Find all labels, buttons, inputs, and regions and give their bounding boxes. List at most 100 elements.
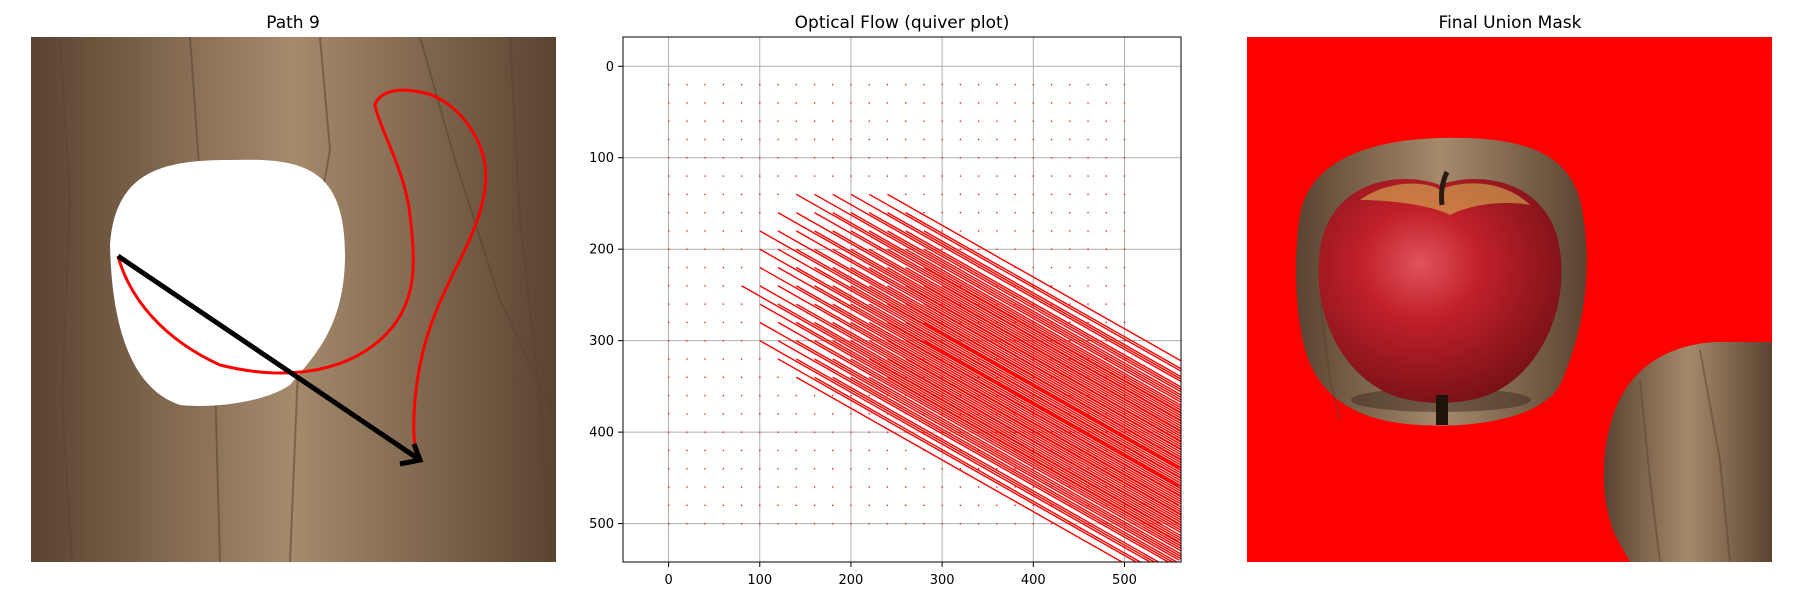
flow-arrow-zero <box>996 522 998 525</box>
flow-arrow-zero <box>1105 449 1107 452</box>
flow-arrow-zero <box>1123 102 1126 104</box>
flow-arrow-zero <box>923 486 925 488</box>
flow-arrow <box>814 285 1181 495</box>
panel-title-path: Path 9 <box>266 13 320 33</box>
flow-arrow <box>814 358 1175 562</box>
flow-arrow-zero <box>1014 358 1016 360</box>
flow-arrow-zero <box>886 102 889 104</box>
flow-arrow-zero <box>868 486 870 488</box>
flow-arrow-zero <box>923 376 925 378</box>
flow-arrow-zero <box>1014 175 1016 177</box>
flow-arrow-zero <box>1014 120 1016 122</box>
flow-arrow <box>832 340 1181 539</box>
flow-arrow-zero <box>923 212 925 214</box>
flow-arrow-zero <box>941 413 943 415</box>
flow-arrow-zero <box>759 358 761 360</box>
flow-arrow-zero <box>1069 431 1071 433</box>
flow-arrow-zero <box>704 248 706 250</box>
flow-arrow <box>905 321 1181 480</box>
flow-arrow-zero <box>905 376 907 378</box>
flow-arrow-zero <box>704 431 706 433</box>
flow-arrow <box>923 285 1181 433</box>
flow-arrow-zero <box>722 413 724 415</box>
flow-arrow-zero <box>1069 376 1071 378</box>
flow-arrow-zero <box>704 303 706 305</box>
flow-arrow-zero <box>1087 102 1089 104</box>
flow-arrow-zero <box>941 212 943 214</box>
y-tick-label: 300 <box>589 334 614 349</box>
plot-frame <box>622 36 1182 563</box>
flow-arrow-zero <box>1105 193 1107 196</box>
flow-arrow-zero <box>977 193 980 196</box>
flow-arrow-zero <box>959 212 962 214</box>
x-tick-label: 500 <box>1112 573 1137 588</box>
flow-arrow-zero <box>667 449 670 452</box>
flow-arrow <box>832 230 1181 430</box>
flow-arrow-zero <box>759 522 761 525</box>
flow-arrow-zero <box>686 285 688 287</box>
flow-arrow-zero <box>941 102 943 104</box>
flow-arrow-zero <box>1087 248 1089 250</box>
flow-arrow-zero <box>1123 230 1126 232</box>
x-tick-label: 200 <box>839 573 864 588</box>
flow-arrow-zero <box>777 449 779 452</box>
flow-arrow-zero <box>1032 394 1034 397</box>
flow-arrow-zero <box>667 212 670 214</box>
flow-arrow-zero <box>959 175 962 177</box>
x-axis: 0 100 200 300 400 500 <box>664 562 1137 588</box>
flow-arrow <box>832 358 1181 558</box>
flow-arrow <box>887 340 1181 508</box>
flow-arrow-zero <box>1069 321 1071 324</box>
flow-arrow-zero <box>740 431 743 433</box>
flow-arrow-zero <box>868 157 870 159</box>
flow-arrow-zero <box>667 486 670 488</box>
flow-arrow-zero <box>977 394 980 397</box>
flow-arrow-zero <box>1050 193 1053 196</box>
flow-arrow-zero <box>1032 248 1034 250</box>
flow-arrow-zero <box>941 266 943 269</box>
flow-arrow-zero <box>923 413 925 415</box>
flow-arrow-zero <box>704 266 706 269</box>
flow-arrow-zero <box>941 83 943 86</box>
flow-arrow-zero <box>704 358 706 360</box>
flow-arrow-zero <box>704 522 706 525</box>
flow-arrow-zero <box>667 102 670 104</box>
flow-arrow-zero <box>759 486 761 488</box>
flow-arrow-zero <box>996 193 998 196</box>
flow-arrow-zero <box>759 449 761 452</box>
flow-arrow-zero <box>667 285 670 287</box>
flow-arrow-zero <box>704 340 706 342</box>
flow-arrow-zero <box>722 321 724 324</box>
flow-arrow-zero <box>959 193 962 196</box>
flow-arrow <box>832 321 1181 521</box>
flow-arrow-zero <box>740 468 743 470</box>
flow-arrow-zero <box>1123 376 1126 378</box>
flow-arrow-zero <box>1105 230 1107 232</box>
flow-arrow-zero <box>868 138 870 141</box>
flow-arrow-zero <box>959 522 962 525</box>
flow-arrow-zero <box>1105 504 1107 506</box>
flow-arrow-zero <box>795 175 797 177</box>
flow-arrow-zero <box>1069 248 1071 250</box>
flow-arrow-zero <box>977 340 980 342</box>
flow-arrow-zero <box>941 376 943 378</box>
flow-arrow-zero <box>1087 230 1089 232</box>
flow-arrow-zero <box>959 504 962 506</box>
flow-arrow-zero <box>1050 83 1053 86</box>
flow-arrow-zero <box>905 522 907 525</box>
flow-arrow-zero <box>1123 175 1126 177</box>
flow-arrow-zero <box>1069 212 1071 214</box>
flow-arrow-zero <box>667 303 670 305</box>
flow-arrow-zero <box>977 486 980 488</box>
flow-arrow-zero <box>740 394 743 397</box>
flow-arrow-zero <box>704 468 706 470</box>
flow-arrow-zero <box>1087 358 1089 360</box>
flow-arrow-zero <box>1032 340 1034 342</box>
flow-arrow <box>850 248 1181 438</box>
flow-arrow-zero <box>1123 138 1126 141</box>
flow-arrow-zero <box>813 431 816 433</box>
flow-arrow-zero <box>868 504 870 506</box>
flow-arrow-zero <box>996 285 998 287</box>
flow-arrow-zero <box>1032 376 1034 378</box>
